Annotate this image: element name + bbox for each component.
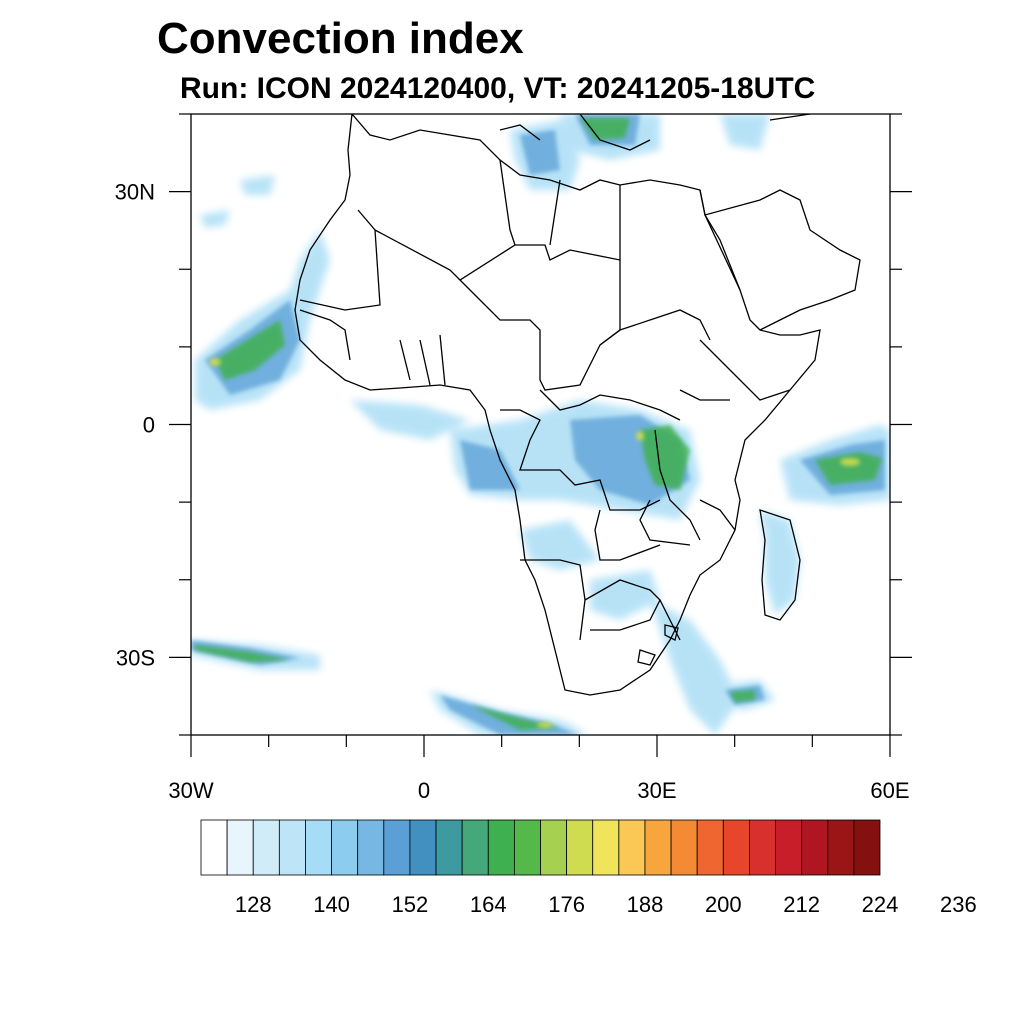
colorbar-label: 236	[940, 892, 977, 917]
colorbar-label: 176	[548, 892, 585, 917]
colorbar-swatch	[566, 819, 594, 876]
y-tick-label: 0	[143, 413, 155, 438]
colorbar-label: 140	[313, 892, 350, 917]
colorbar-swatch	[252, 819, 280, 876]
colorbar-swatch	[200, 819, 228, 876]
colorbar-label: 164	[470, 892, 507, 917]
colorbar-swatch	[592, 819, 620, 876]
colorbar-swatch	[696, 819, 724, 876]
colorbar-swatch	[305, 819, 332, 876]
colorbar-swatch	[331, 819, 359, 876]
colorbar-swatch	[435, 819, 463, 876]
colorbar-swatch	[827, 819, 855, 876]
colorbar-swatch	[357, 819, 385, 876]
colorbar-swatch	[722, 819, 750, 876]
colorbar-label: 224	[862, 892, 899, 917]
colorbar-swatch	[226, 819, 254, 876]
convection-field	[191, 114, 890, 735]
colorbar-swatch	[670, 819, 698, 876]
colorbar-label: 200	[705, 892, 742, 917]
colorbar: 128 140 152 164 176 188 200 212 224 236	[200, 819, 977, 917]
x-tick-label: 60E	[870, 778, 909, 803]
axis-ticks: 30W 0 30E 60E 30N 0 30S	[115, 113, 912, 803]
y-tick-label: 30S	[116, 645, 155, 670]
colorbar-swatch	[540, 819, 568, 876]
map-title: Convection index	[157, 14, 524, 63]
colorbar-label: 152	[392, 892, 429, 917]
colorbar-swatch	[801, 819, 829, 876]
colorbar-swatch	[513, 819, 541, 876]
colorbar-swatch	[409, 819, 437, 876]
x-tick-label: 0	[418, 778, 430, 803]
map-subtitle: Run: ICON 2024120400, VT: 20241205-18UTC	[180, 72, 816, 105]
colorbar-label: 188	[627, 892, 664, 917]
colorbar-swatch	[278, 819, 306, 876]
y-tick-label: 30N	[115, 180, 155, 205]
colorbar-label: 212	[783, 892, 820, 917]
colorbar-swatch	[487, 819, 515, 876]
colorbar-swatch	[749, 819, 776, 876]
x-tick-label: 30W	[168, 778, 213, 803]
colorbar-swatch	[775, 819, 803, 876]
country-borders	[294, 114, 861, 696]
colorbar-label: 128	[235, 892, 272, 917]
colorbar-swatch	[383, 819, 411, 876]
colorbar-swatch	[618, 819, 646, 876]
colorbar-swatch	[461, 819, 489, 876]
colorbar-swatch	[853, 819, 881, 876]
colorbar-swatch	[644, 819, 672, 876]
x-tick-label: 30E	[637, 778, 676, 803]
